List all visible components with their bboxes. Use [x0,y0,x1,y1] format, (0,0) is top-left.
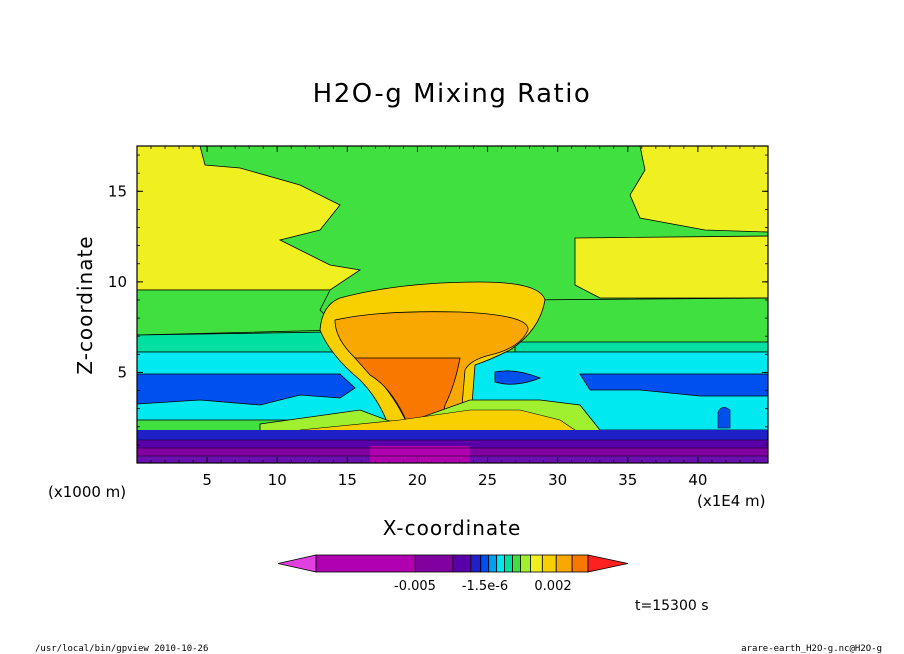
colorbar-segment [315,554,416,573]
field-yellow-upper-right [629,146,768,233]
colorbar-tick-label: -0.005 [394,579,436,594]
plot-area [136,145,769,464]
colorbar-right-arrow [587,554,629,573]
field-layer-blue [137,430,768,440]
colorbar-tick-label: -1.5e-6 [462,579,508,594]
colorbar-tick-labels: -0.005 -1.5e-6 0.002 [394,579,572,594]
x-axis: 5 10 15 20 25 30 35 40 [150,146,755,489]
footer-right: arare-earth_H2O-g.nc@H2O-g [741,644,882,654]
field-yellow-right [574,235,768,299]
colorbar-segment [452,554,472,573]
field-blue-small [717,407,731,429]
y-axis-label: Z-coordinate [73,235,97,374]
field-green-mid-right [519,297,768,346]
field-surface-magenta [370,446,470,463]
colorbar-segment [555,554,573,573]
chart-title: H2O-g Mixing Ratio [313,79,592,109]
x-tick-label: 35 [618,471,637,489]
x-tick-label: 10 [268,471,287,489]
time-label: t=15300 s [635,598,709,614]
colorbar [277,554,629,573]
colorbar-segment [504,554,513,573]
y-axis: 5 10 15 [108,154,768,446]
colorbar-segment [541,554,557,573]
x-tick-label: 20 [408,471,427,489]
field-blue-right [579,373,768,397]
x-tick-label: 5 [202,471,212,489]
field-blue-blob [494,370,542,385]
colorbar-left-arrow [277,554,317,573]
x-tick-label: 15 [338,471,357,489]
y-tick-label: 5 [117,363,127,381]
colorbar-segment [520,554,531,573]
field-teal-left [137,331,341,353]
colorbar-tick-label: 0.002 [534,579,571,594]
x-axis-label: X-coordinate [383,516,522,540]
y-tick-label: 15 [108,182,127,200]
contour-field [137,146,768,463]
plot-frame [136,145,769,464]
field-blue-left [137,373,356,406]
field-layer-violet [137,440,768,448]
field-teal-right [514,341,768,353]
colorbar-segment [530,554,543,573]
colorbar-segment [488,554,498,573]
colorbar-segment [496,554,506,573]
y-unit-label: (x1000 m) [48,483,126,501]
colorbar-segment [480,554,490,573]
x-tick-label: 30 [548,471,567,489]
colorbar-segment [414,554,454,573]
y-tick-label: 10 [108,273,127,291]
x-unit-label: (x1E4 m) [697,492,766,510]
x-tick-label: 40 [688,471,707,489]
x-tick-label: 25 [478,471,497,489]
colorbar-segment [512,554,521,573]
footer-left: /usr/local/bin/gpview 2010-10-26 [35,644,208,654]
colorbar-segment [470,554,482,573]
field-green-mid-left [137,289,341,336]
colorbar-segment [571,554,589,573]
